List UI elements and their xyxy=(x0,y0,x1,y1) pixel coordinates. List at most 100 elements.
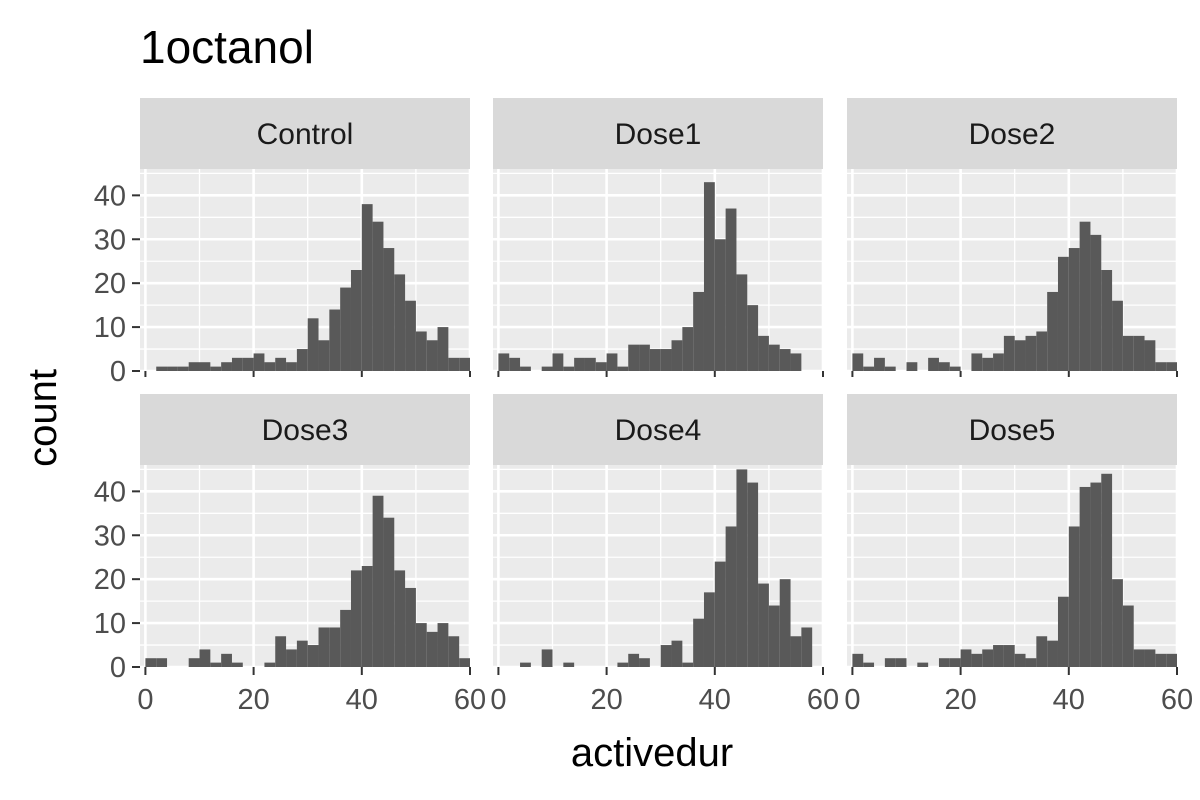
histogram-bar xyxy=(1155,362,1167,371)
y-tick-label: 40 xyxy=(94,476,126,508)
x-tick-label: 20 xyxy=(944,684,976,716)
histogram-bar xyxy=(971,653,983,667)
histogram-bar xyxy=(693,618,704,667)
histogram-bar xyxy=(145,658,157,667)
histogram-bar xyxy=(1047,291,1058,371)
histogram-bar xyxy=(361,204,373,371)
histogram-bar xyxy=(394,274,406,371)
histogram-bar xyxy=(671,640,683,667)
histogram-bar xyxy=(1057,596,1069,667)
histogram-bar xyxy=(426,340,438,371)
histogram-bar xyxy=(275,636,287,667)
x-tick-label: 60 xyxy=(1161,684,1193,716)
histogram-bar xyxy=(660,349,672,371)
histogram-bar xyxy=(1112,579,1123,667)
histogram-bar xyxy=(736,274,748,371)
panel-background xyxy=(493,169,823,371)
histogram-bar xyxy=(1122,335,1134,371)
histogram-bar xyxy=(725,526,737,667)
histogram-bar xyxy=(758,335,769,371)
y-tick-label: 10 xyxy=(94,608,126,640)
histogram-bar xyxy=(628,653,640,667)
histogram-bar xyxy=(405,300,416,371)
histogram-bar xyxy=(1133,335,1145,371)
histogram-bar xyxy=(415,331,427,371)
histogram-bar xyxy=(231,357,243,371)
histogram-bar xyxy=(574,357,585,371)
histogram-bar xyxy=(703,182,715,371)
histogram-bar xyxy=(801,627,813,667)
histogram-bar xyxy=(286,649,297,667)
histogram-bar xyxy=(307,645,319,667)
histogram-bar xyxy=(736,469,748,667)
histogram-bar xyxy=(703,592,715,667)
histogram-bar xyxy=(275,357,287,371)
histogram-bar xyxy=(383,248,395,371)
histogram-bar xyxy=(1025,335,1037,371)
histogram-bar xyxy=(498,353,510,371)
histogram-bar xyxy=(758,583,769,667)
histogram-bar xyxy=(552,353,564,371)
histogram-bar xyxy=(949,366,961,371)
histogram-bar xyxy=(884,658,896,667)
histogram-bar xyxy=(714,561,726,667)
x-tick-label: 0 xyxy=(844,684,860,716)
histogram-bar xyxy=(264,662,276,667)
histogram-bar xyxy=(448,357,460,371)
y-tick-label: 20 xyxy=(94,564,126,596)
histogram-bar xyxy=(415,623,427,667)
histogram-bar xyxy=(318,627,330,667)
histogram-bar xyxy=(199,362,211,371)
histogram-bar xyxy=(1166,653,1177,667)
histogram-bar xyxy=(993,645,1004,667)
histogram-bar xyxy=(938,362,950,371)
histogram-bar xyxy=(628,344,640,371)
histogram-bar xyxy=(960,649,972,667)
histogram-bar xyxy=(520,662,531,667)
histogram-bar xyxy=(437,623,449,667)
strip-background xyxy=(493,394,823,465)
histogram-bar xyxy=(199,649,211,667)
histogram-bar xyxy=(725,208,737,371)
histogram-bar xyxy=(649,349,661,371)
facet-panel-dose5: Dose5 0 20 40 60 xyxy=(844,394,1193,716)
strip-label: Dose1 xyxy=(615,118,702,151)
histogram-bar xyxy=(221,362,232,371)
histogram-bar xyxy=(584,357,596,371)
strip-label: Dose3 xyxy=(262,414,349,447)
histogram-bar xyxy=(541,366,553,371)
histogram-bar xyxy=(982,649,994,667)
histogram-bar xyxy=(1090,482,1102,667)
x-tick-label: 40 xyxy=(346,684,378,716)
histogram-bar xyxy=(790,636,802,667)
histogram-bar xyxy=(1144,340,1156,371)
histogram-bar xyxy=(188,658,200,667)
histogram-bar xyxy=(426,631,438,667)
histogram-bar xyxy=(459,357,470,371)
y-tick-label: 10 xyxy=(94,312,126,344)
histogram-bar xyxy=(714,239,726,371)
histogram-bar xyxy=(790,353,802,371)
histogram-bar xyxy=(520,366,531,371)
histogram-bar xyxy=(459,658,470,667)
y-tick-label: 40 xyxy=(94,180,126,212)
histogram-bar xyxy=(779,349,791,371)
histogram-bar xyxy=(286,362,297,371)
histogram-bar xyxy=(188,362,200,371)
strip-label: Dose4 xyxy=(615,414,702,447)
histogram-bar xyxy=(437,327,449,371)
histogram-bar xyxy=(1101,473,1113,667)
histogram-bar xyxy=(906,362,918,371)
histogram-bar xyxy=(639,344,650,371)
y-tick-label: 20 xyxy=(94,268,126,300)
histogram-bar xyxy=(350,570,362,667)
histogram-bar xyxy=(340,609,351,667)
x-tick-label: 20 xyxy=(237,684,269,716)
histogram-bar xyxy=(639,658,650,667)
histogram-bar xyxy=(971,353,983,371)
histogram-bar xyxy=(1133,649,1145,667)
histogram-bar xyxy=(949,658,961,667)
histogram-bar xyxy=(863,662,875,667)
histogram-bar xyxy=(242,357,254,371)
